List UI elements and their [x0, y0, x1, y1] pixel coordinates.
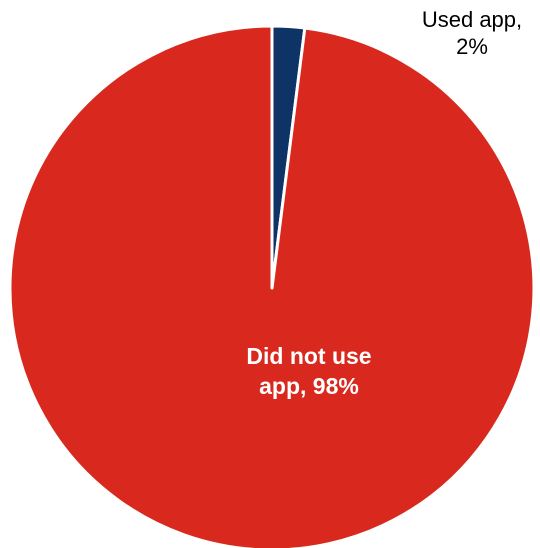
slice-label-used-app-line2: 2%: [456, 34, 488, 59]
slice-label-did-not-use-app-line2: app, 98%: [259, 373, 359, 399]
pie-slices: [8, 24, 536, 548]
slice-label-did-not-use-app-line1: Did not use: [246, 343, 372, 369]
slice-label-did-not-use-app: Did not use app, 98%: [209, 341, 409, 401]
pie-slice-did-not-use-app: [8, 24, 536, 548]
slice-label-used-app: Used app, 2%: [392, 6, 540, 60]
slice-label-used-app-line1: Used app,: [421, 7, 523, 32]
